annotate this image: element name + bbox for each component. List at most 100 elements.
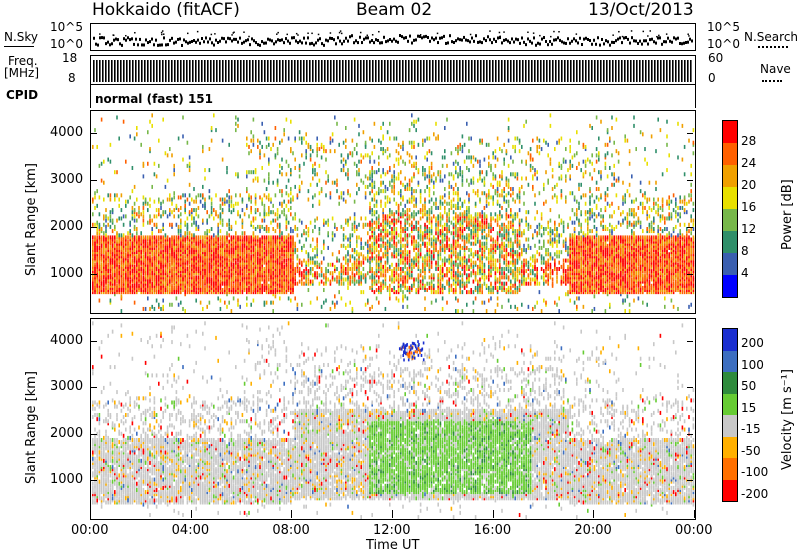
power-cell [215,248,217,253]
noise-point [263,41,265,45]
power-cell [129,250,131,255]
power-cell [230,243,233,248]
freq-bar [330,60,332,82]
power-cell [224,271,226,276]
power-cell [232,248,235,253]
power-cell [397,161,400,166]
power-cell [230,271,233,276]
freq-bar [342,60,344,82]
power-cell [191,239,193,244]
power-cell [274,153,277,158]
power-cell [391,227,393,232]
power-cell [428,250,431,255]
power-cell [408,264,411,269]
noise-point [591,42,593,46]
power-cell [114,235,116,240]
power-cell [406,235,409,240]
power-cell [144,288,147,293]
power-cell [149,147,151,152]
power-cell [221,271,224,276]
noise-point [399,34,401,38]
power-cell [151,288,153,293]
power-cell [199,239,202,244]
power-cell [232,288,235,293]
power-cell [408,159,411,164]
noise-outlier [162,33,165,35]
noise-point [361,41,363,45]
power-cell [180,256,182,261]
power-cell [424,275,426,280]
power-cell [272,243,274,248]
power-cell [384,216,387,221]
power-cell [252,233,255,238]
power-cell [373,184,376,189]
power-cell [197,241,200,246]
power-cell [111,229,114,234]
power-cell [406,288,409,293]
power-cell [314,273,316,278]
power-cell [428,285,431,290]
power-cell [378,288,380,293]
power-cell [257,243,259,248]
power-cell [230,245,233,250]
power-cell [191,283,193,288]
power-cell [373,220,376,225]
noise-outlier [329,32,332,34]
power-cell [358,252,360,257]
power-cell [94,290,96,295]
power-cell [261,218,263,223]
power-cell [188,212,191,217]
power-cell [197,283,200,288]
power-cell [155,222,158,227]
power-cell [140,212,142,217]
power-cell [400,189,402,194]
power-cell [158,256,160,261]
power-cell [415,224,417,229]
power-cell [400,239,402,244]
power-cell [133,254,136,259]
power-cell [144,258,147,263]
power-cell [292,269,294,274]
power-cell [246,142,248,147]
power-cell [419,208,422,213]
power-cell [122,222,125,227]
power-cell [426,281,428,286]
power-cell [107,237,109,242]
power-cell [127,277,129,282]
power-cell [164,285,167,290]
power-cell [107,271,109,276]
noise-point [219,39,221,43]
power-cell [202,256,204,261]
power-cell [274,256,277,261]
power-cell [261,121,263,126]
power-cell [208,250,211,255]
power-cell [252,231,255,236]
power-cell [224,201,226,206]
power-cell [208,235,211,240]
power-cell [411,285,413,290]
power-cell [188,266,191,271]
power-cell [224,262,226,267]
power-cell [285,269,288,274]
power-cell [186,237,189,242]
power-cell [347,218,349,223]
power-cell [274,275,277,280]
power-cell [375,224,378,229]
power-cell [188,193,191,198]
power-cell [254,216,257,221]
power-cell [362,224,365,229]
noise-point [605,39,607,43]
power-cell [417,168,420,173]
power-cell [389,136,391,141]
power-cell [263,250,266,255]
power-cell [131,254,134,259]
power-cell [252,262,255,267]
power-cell [373,256,376,261]
power-cell [226,193,228,198]
power-cell [384,220,387,225]
power-cell [281,245,283,250]
power-cell [422,214,424,219]
freq-bar [645,60,647,82]
power-cell [182,250,184,255]
power-cell [188,231,191,236]
